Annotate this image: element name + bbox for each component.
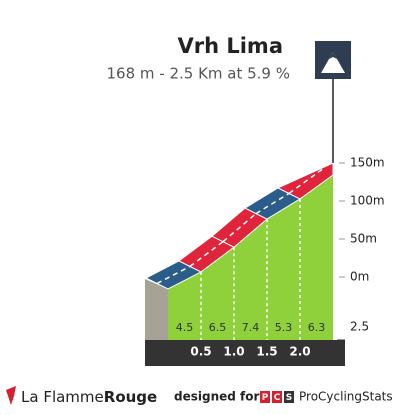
chart-subtitle: 168 m - 2.5 Km at 5.9 % — [106, 65, 290, 83]
logo-letter: C — [274, 393, 281, 403]
gradient-label: 4.5 — [176, 321, 194, 334]
y-tick-label: 150m — [350, 156, 385, 170]
logo-letter: P — [262, 393, 269, 403]
segment-face — [201, 247, 234, 340]
x-tick-label: 0.5 — [190, 345, 211, 359]
y-tick-label: 50m — [350, 232, 377, 246]
ribbon-dash — [222, 213, 257, 243]
x-tick-label: 1.0 — [223, 345, 244, 359]
x-tick-label: 2.0 — [289, 345, 310, 359]
logo-letter: S — [286, 393, 292, 403]
x-tick-label: 1.5 — [256, 345, 277, 359]
gradient-label: 5.3 — [275, 321, 293, 334]
gradient-label: 6.5 — [209, 321, 227, 334]
chart-title: Vrh Lima — [177, 34, 283, 58]
gradient-label: 6.3 — [308, 321, 326, 334]
distance-bar — [145, 340, 345, 366]
ribbon-dash — [189, 241, 224, 268]
segment-face — [234, 219, 267, 340]
ribbon-dash — [288, 168, 323, 195]
y-tick-label: 0m — [350, 270, 369, 284]
x-tick-label: 2.5 — [350, 320, 369, 334]
start-face — [145, 279, 168, 340]
brand: La FlammeRouge — [21, 388, 157, 406]
segment-face — [300, 175, 333, 340]
footer: La FlammeRouge designed for P C S ProCyc… — [6, 386, 393, 406]
designed-for: designed for — [174, 390, 259, 404]
brand-bold: Rouge — [104, 388, 157, 406]
ribbon-dash — [255, 192, 290, 215]
y-tick-label: 100m — [350, 194, 385, 208]
segment-face — [267, 198, 300, 340]
gradient-label: 7.4 — [242, 321, 260, 334]
ribbon-dash — [156, 265, 191, 285]
summit-icon — [315, 41, 351, 79]
brand-light: La Flamme — [21, 388, 104, 406]
segment-face — [168, 271, 201, 340]
site-name: ProCyclingStats — [299, 390, 393, 404]
